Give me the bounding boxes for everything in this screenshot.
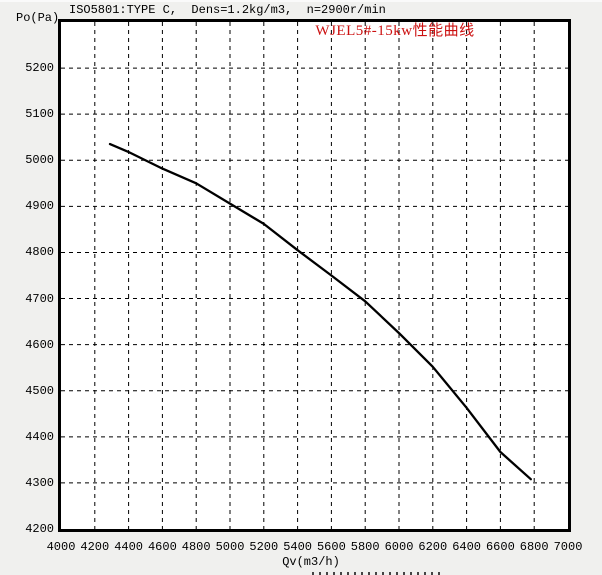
x-tick-label: 6000	[384, 540, 414, 554]
x-tick-label: 6200	[418, 540, 448, 554]
chart-title: WJEL5#-15kw性能曲线	[315, 23, 475, 39]
x-tick-label: 5200	[249, 540, 279, 554]
x-tick-label: 6600	[485, 540, 515, 554]
x-tick-label: 4200	[80, 540, 110, 554]
y-tick-label: 4700	[25, 291, 54, 306]
x-tick-label: 4000	[46, 540, 76, 554]
plot-area-frame	[58, 19, 571, 532]
y-tick-label: 5100	[25, 107, 54, 122]
y-axis-unit-label: Po(Pa)	[16, 11, 60, 25]
performance-curve	[108, 142, 532, 481]
performance-curve-plot	[61, 22, 568, 529]
y-tick-label: 5200	[25, 61, 54, 76]
x-tick-label: 4600	[147, 540, 177, 554]
x-tick-label: 6400	[452, 540, 481, 554]
x-tick-label: 6800	[519, 540, 549, 554]
y-tick-label: 4800	[25, 245, 54, 260]
y-tick-label: 4500	[25, 383, 54, 398]
y-tick-label: 5000	[25, 153, 54, 168]
x-tick-label: 5600	[316, 540, 346, 554]
x-tick-label: 7000	[553, 540, 583, 554]
y-tick-label: 4600	[25, 337, 54, 352]
x-tick-label: 4400	[114, 540, 143, 554]
x-tick-label: 5000	[215, 540, 245, 554]
y-tick-label: 4300	[25, 475, 54, 490]
test-conditions-header: ISO5801:TYPE C, Dens=1.2kg/m3, n=2900r/m…	[63, 3, 386, 20]
clipped-text-fragment	[312, 572, 442, 575]
x-tick-label: 4800	[181, 540, 211, 554]
x-tick-label: 5800	[350, 540, 380, 554]
y-tick-label: 4400	[25, 429, 54, 444]
y-tick-label: 4900	[25, 199, 54, 214]
y-tick-label: 4200	[25, 522, 54, 536]
x-tick-label: 5400	[283, 540, 312, 554]
window-top-edge	[0, 0, 602, 2]
x-axis-unit-label: Qv(m3/h)	[282, 555, 340, 569]
